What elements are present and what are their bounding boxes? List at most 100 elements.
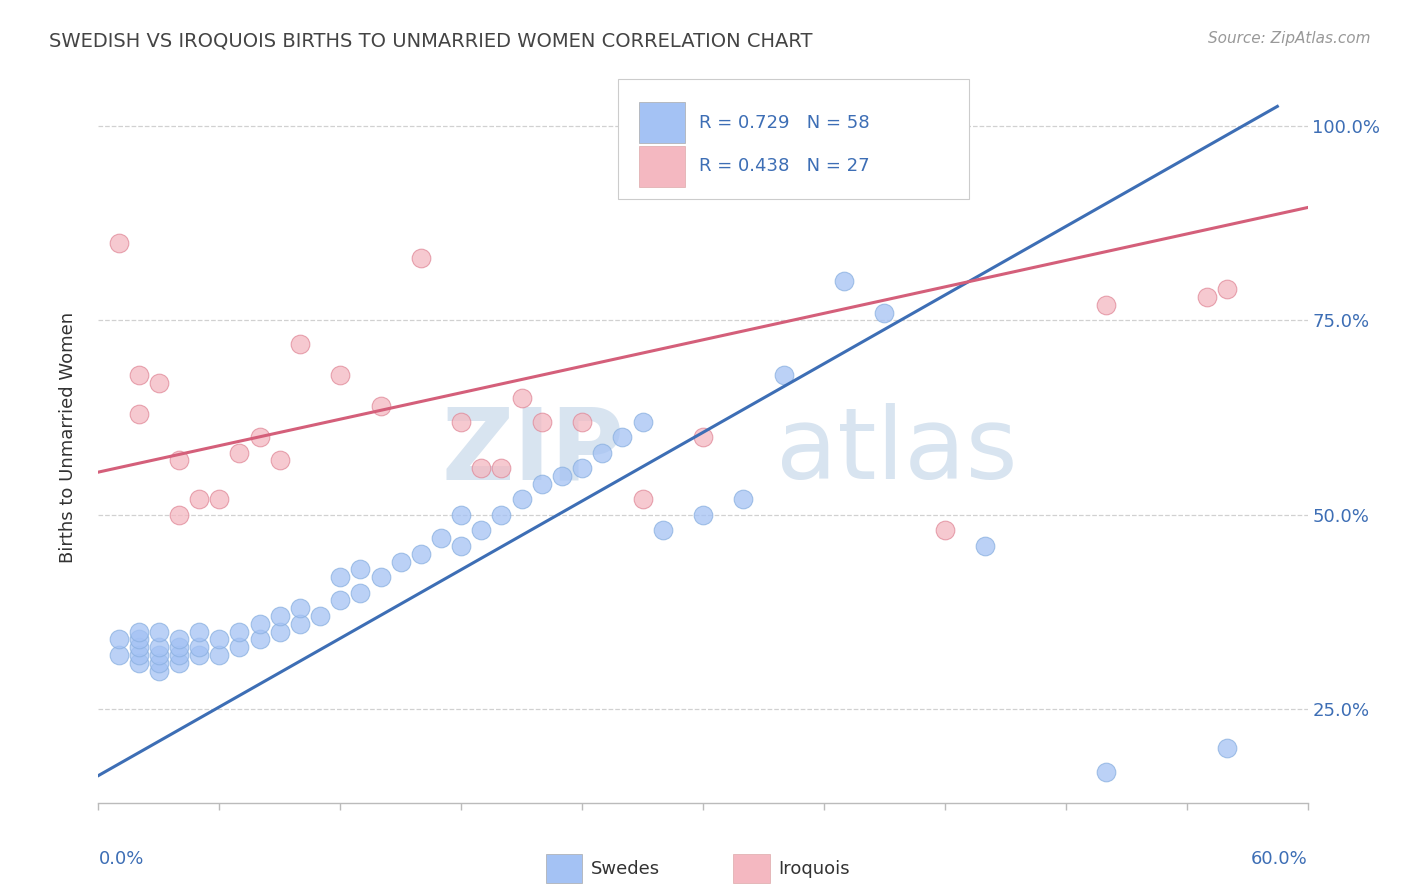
Point — [450, 539, 472, 553]
Point — [128, 648, 150, 662]
Point — [389, 555, 412, 569]
Point — [571, 415, 593, 429]
Text: Iroquois: Iroquois — [778, 860, 849, 878]
Point — [591, 445, 613, 459]
Point — [269, 609, 291, 624]
Bar — [638, 146, 685, 186]
Point — [148, 640, 170, 655]
Point — [128, 407, 150, 421]
Point — [208, 648, 231, 662]
Point — [167, 640, 190, 655]
Point — [470, 461, 492, 475]
Point — [409, 251, 432, 265]
Point — [188, 648, 211, 662]
Point — [167, 648, 190, 662]
Y-axis label: Births to Unmarried Women: Births to Unmarried Women — [59, 311, 77, 563]
Text: 0.0%: 0.0% — [98, 850, 143, 868]
Point — [873, 305, 896, 319]
Point — [349, 585, 371, 599]
Point — [208, 632, 231, 647]
Point — [510, 391, 533, 405]
Point — [269, 453, 291, 467]
Point — [470, 524, 492, 538]
Point — [631, 415, 654, 429]
Text: atlas: atlas — [776, 403, 1017, 500]
Point — [107, 648, 129, 662]
Point — [167, 632, 190, 647]
Point — [349, 562, 371, 576]
Point — [288, 616, 311, 631]
Point — [692, 508, 714, 522]
Point — [430, 531, 453, 545]
Bar — [638, 103, 685, 143]
Point — [228, 640, 250, 655]
Point — [832, 275, 855, 289]
Point — [692, 430, 714, 444]
Point — [128, 640, 150, 655]
Bar — [546, 854, 582, 883]
Point — [551, 469, 574, 483]
Point — [651, 524, 673, 538]
Point — [409, 547, 432, 561]
Point — [188, 492, 211, 507]
Point — [148, 656, 170, 670]
Point — [934, 524, 956, 538]
Point — [450, 508, 472, 522]
Point — [148, 648, 170, 662]
Point — [107, 632, 129, 647]
Point — [107, 235, 129, 250]
Bar — [734, 854, 769, 883]
Point — [510, 492, 533, 507]
Point — [329, 570, 352, 584]
Point — [450, 415, 472, 429]
FancyBboxPatch shape — [619, 78, 969, 200]
Point — [1095, 298, 1118, 312]
Point — [128, 632, 150, 647]
Point — [167, 508, 190, 522]
Point — [329, 368, 352, 382]
Text: Source: ZipAtlas.com: Source: ZipAtlas.com — [1208, 31, 1371, 46]
Point — [1216, 741, 1239, 756]
Point — [329, 593, 352, 607]
Point — [167, 656, 190, 670]
Point — [309, 609, 332, 624]
Point — [772, 368, 794, 382]
Text: R = 0.438   N = 27: R = 0.438 N = 27 — [699, 158, 870, 176]
Point — [128, 368, 150, 382]
Point — [249, 616, 271, 631]
Point — [148, 376, 170, 390]
Point — [249, 632, 271, 647]
Point — [1095, 764, 1118, 779]
Point — [974, 539, 997, 553]
Text: R = 0.729   N = 58: R = 0.729 N = 58 — [699, 113, 870, 131]
Point — [571, 461, 593, 475]
Point — [370, 570, 392, 584]
Point — [148, 624, 170, 639]
Point — [188, 640, 211, 655]
Point — [228, 624, 250, 639]
Point — [631, 492, 654, 507]
Text: 60.0%: 60.0% — [1251, 850, 1308, 868]
Point — [208, 492, 231, 507]
Text: Swedes: Swedes — [591, 860, 659, 878]
Point — [128, 656, 150, 670]
Point — [269, 624, 291, 639]
Text: ZIP: ZIP — [441, 403, 624, 500]
Point — [530, 476, 553, 491]
Point — [128, 624, 150, 639]
Point — [370, 399, 392, 413]
Point — [167, 453, 190, 467]
Point — [288, 601, 311, 615]
Point — [1216, 282, 1239, 296]
Point — [491, 461, 513, 475]
Point — [612, 430, 634, 444]
Point — [249, 430, 271, 444]
Point — [1195, 290, 1218, 304]
Text: SWEDISH VS IROQUOIS BIRTHS TO UNMARRIED WOMEN CORRELATION CHART: SWEDISH VS IROQUOIS BIRTHS TO UNMARRIED … — [49, 31, 813, 50]
Point — [188, 624, 211, 639]
Point — [228, 445, 250, 459]
Point — [491, 508, 513, 522]
Point — [288, 336, 311, 351]
Point — [530, 415, 553, 429]
Point — [733, 492, 755, 507]
